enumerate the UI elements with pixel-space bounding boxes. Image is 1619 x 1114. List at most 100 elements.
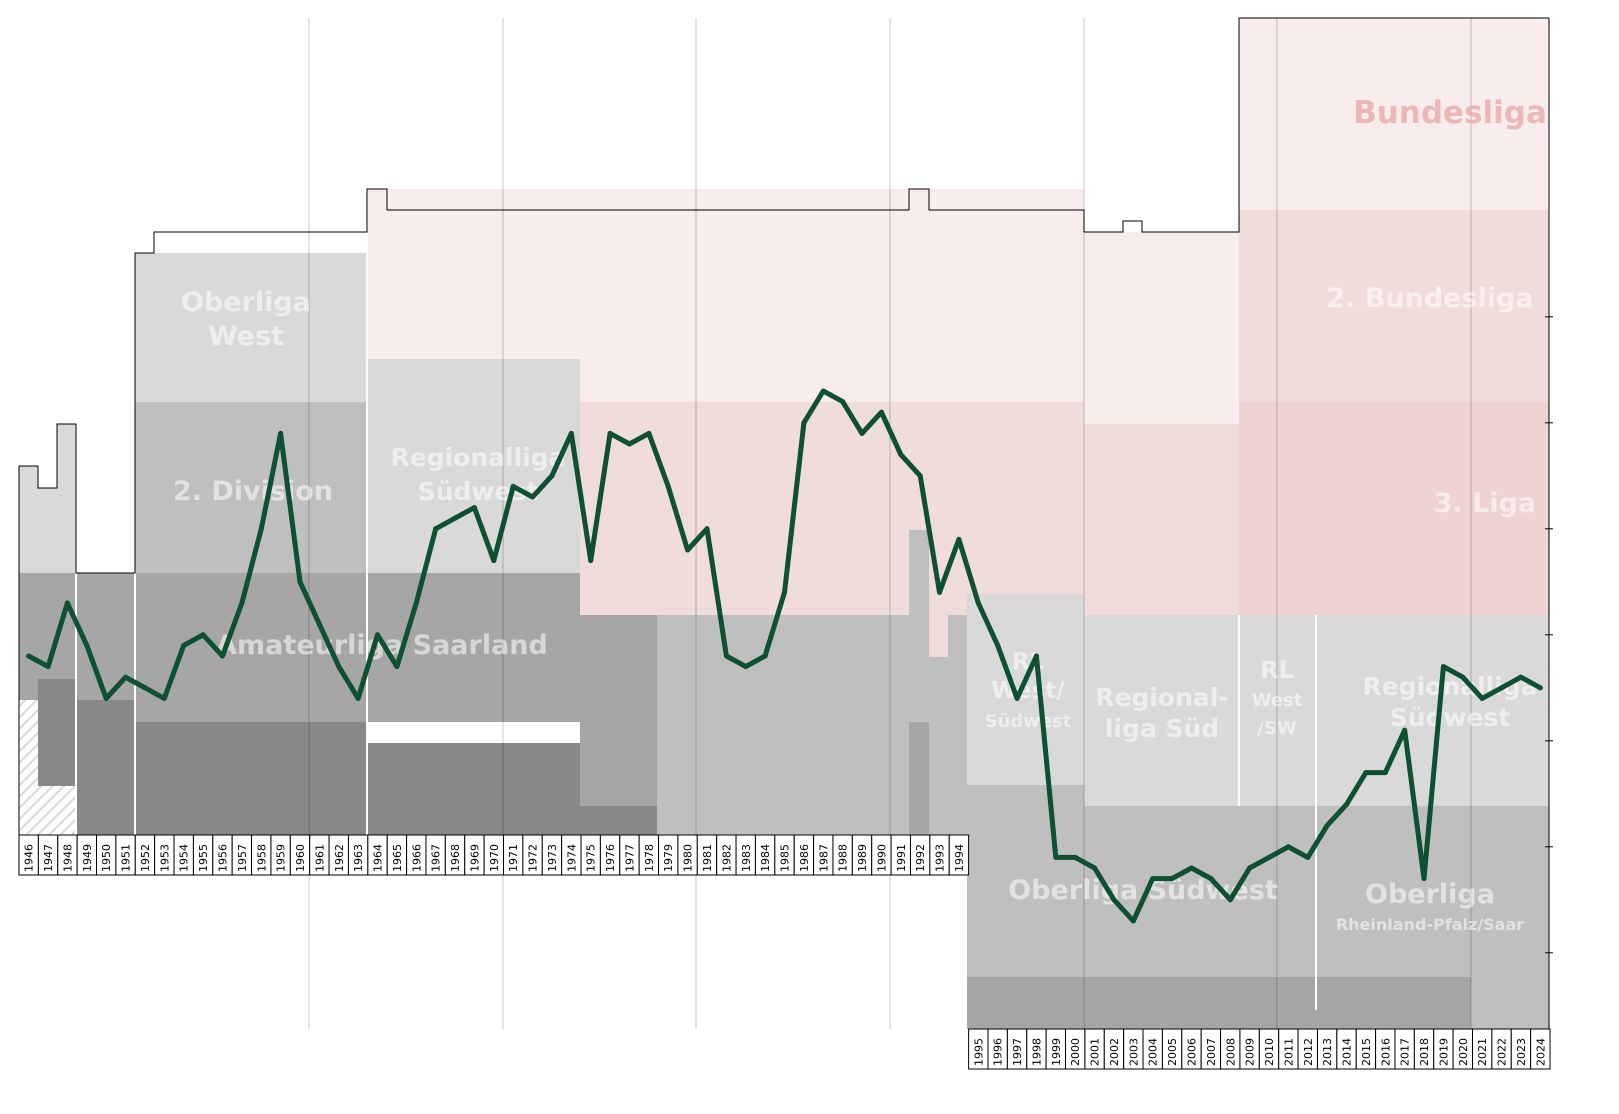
rank-point <box>1344 801 1350 807</box>
year-tick-label: 1946 <box>23 844 36 872</box>
rank-point <box>1130 918 1136 924</box>
band-2bl-era3 <box>1239 210 1549 402</box>
band-2bl-era2 <box>1084 424 1239 615</box>
year-axis: 1946 1947 1948 1949 1950 1951 1952 1953 1954 1955… <box>18 834 1551 1070</box>
year-tick-label: 1975 <box>585 844 598 872</box>
band-rl-west-sw <box>967 594 1084 806</box>
band-1975-1978 <box>580 615 657 835</box>
league-label-0: Bundesliga <box>1353 95 1547 131</box>
year-tick-label: 2008 <box>1224 1038 1237 1066</box>
league-label-line: 2. Division <box>173 476 333 507</box>
year-tick-label: 1978 <box>643 844 656 872</box>
year-tick-label: 2014 <box>1341 1038 1354 1066</box>
year-tick-label: 2003 <box>1127 1038 1140 1066</box>
rank-point <box>355 695 361 701</box>
year-tick-label: 2001 <box>1089 1038 1102 1066</box>
rank-point <box>1479 695 1485 701</box>
rank-point <box>1499 685 1505 691</box>
rank-point <box>297 579 303 585</box>
year-tick-label: 1954 <box>178 844 191 872</box>
top-tier-outline <box>19 17 1549 574</box>
year-tick-label: 2010 <box>1263 1038 1276 1066</box>
year-tick-label: 1976 <box>604 844 617 872</box>
year-tick-label: 1986 <box>798 844 811 872</box>
band-bundesliga-era3 <box>1239 18 1549 210</box>
rank-point <box>530 494 536 500</box>
rank-point <box>258 526 264 532</box>
rank-point <box>219 653 225 659</box>
year-tick-label: 1971 <box>507 844 520 872</box>
year-tick-label: 1994 <box>953 844 966 872</box>
year-tick-label: 1947 <box>42 844 55 872</box>
rank-point <box>975 600 981 606</box>
year-tick-label: 1983 <box>740 844 753 872</box>
year-tick-label: 2004 <box>1147 1038 1160 1066</box>
rank-point <box>433 526 439 532</box>
year-tick-label: 2006 <box>1185 1038 1198 1066</box>
year-tick-label: 1967 <box>430 844 443 872</box>
rank-point <box>1421 876 1427 882</box>
year-tick-label: 1990 <box>875 844 888 872</box>
rank-point <box>336 664 342 670</box>
rank-point <box>103 695 109 701</box>
rank-point <box>1440 664 1446 670</box>
year-tick-label: 2000 <box>1069 1038 1082 1066</box>
year-tick-label: 1984 <box>759 844 772 872</box>
rank-point <box>956 536 962 542</box>
rank-point <box>375 632 381 638</box>
rank-point <box>1072 854 1078 860</box>
band-regionalliga-sud <box>1084 615 1239 806</box>
year-tick-label: 1988 <box>837 844 850 872</box>
rank-point <box>1169 876 1175 882</box>
year-tick-label: 1955 <box>197 844 210 872</box>
rank-point <box>200 632 206 638</box>
league-label-line: Regional- <box>1095 683 1228 712</box>
rank-point <box>1537 685 1543 691</box>
rank-point <box>1111 897 1117 903</box>
year-tick-label: 1964 <box>372 844 385 872</box>
year-tick-label: 1979 <box>662 844 675 872</box>
year-tick-label: 2021 <box>1476 1038 1489 1066</box>
league-label-line: 2. Bundesliga <box>1326 283 1533 314</box>
year-tick-label: 1956 <box>216 844 229 872</box>
rank-point <box>413 600 419 606</box>
rank-point <box>607 430 613 436</box>
year-tick-label: 1949 <box>81 844 94 872</box>
league-label-7: RL West/Südwest <box>985 649 1072 732</box>
rank-point <box>878 409 884 415</box>
league-label-line: /SW <box>1257 718 1297 739</box>
league-label-line: West/ <box>991 678 1065 704</box>
league-label-line: Südwest <box>1390 703 1511 732</box>
rank-point <box>1150 876 1156 882</box>
league-label-line: liga Süd <box>1105 714 1219 743</box>
rank-point <box>452 515 458 521</box>
year-tick-label: 1993 <box>934 844 947 872</box>
rank-point <box>45 664 51 670</box>
rank-point <box>782 589 788 595</box>
league-label-4: 2. Division <box>173 476 333 507</box>
rank-point <box>26 653 32 659</box>
league-label-line: West <box>1252 690 1303 711</box>
band-1947-1948-low <box>38 679 76 786</box>
year-tick-label: 1996 <box>992 1038 1005 1066</box>
band-1964-1974-low <box>367 743 580 835</box>
rank-point <box>1363 770 1369 776</box>
rank-point <box>510 483 516 489</box>
rank-point <box>1285 844 1291 850</box>
rank-point <box>64 600 70 606</box>
rank-point <box>394 664 400 670</box>
rank-point <box>491 558 497 564</box>
league-label-5: Regionalliga Südwest <box>391 443 566 506</box>
year-tick-label: 1991 <box>895 844 908 872</box>
league-label-line: RL <box>1260 656 1294 684</box>
year-tick-label: 1973 <box>546 844 559 872</box>
league-label-line: Regionalliga <box>391 443 566 472</box>
rank-point <box>743 664 749 670</box>
year-tick-label: 1974 <box>565 844 578 872</box>
band-1947-notch <box>38 466 57 488</box>
rank-series <box>26 388 1543 924</box>
year-tick-label: 1961 <box>313 844 326 872</box>
y-axis <box>1545 18 1553 1029</box>
rank-point <box>762 653 768 659</box>
